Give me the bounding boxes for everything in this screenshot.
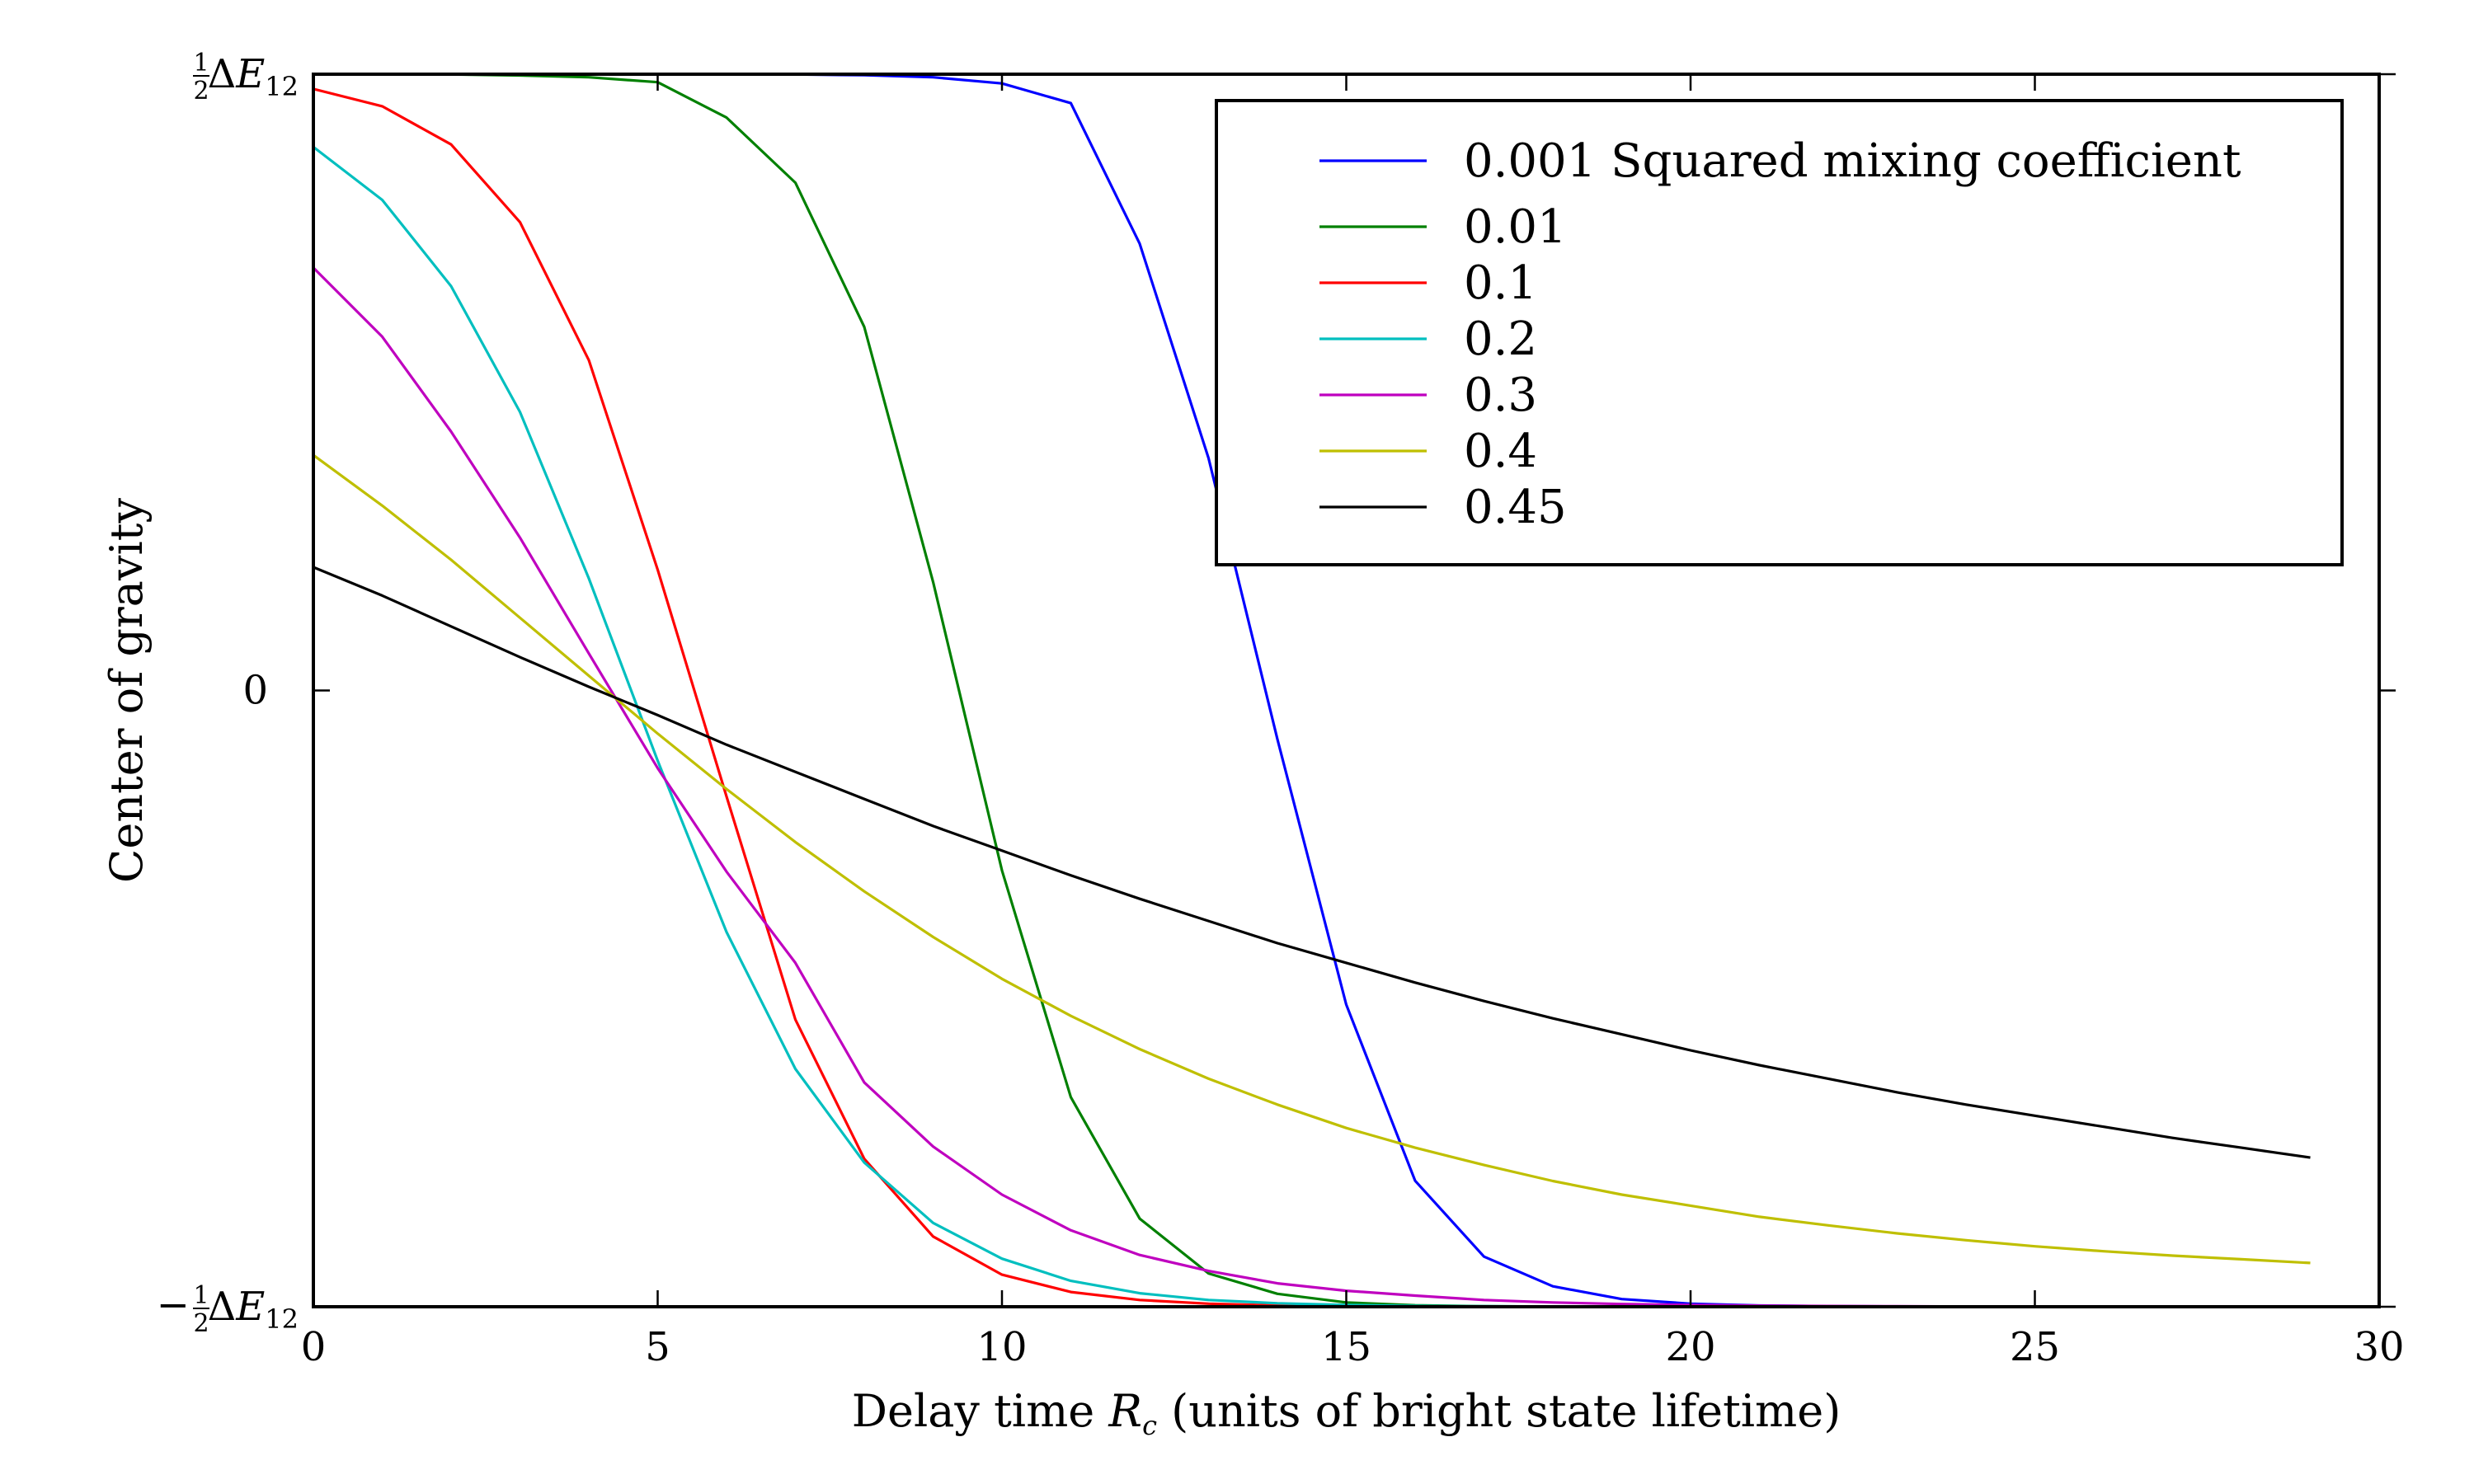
legend-label: 0.01 (1464, 200, 1567, 254)
legend-label: 0.2 (1464, 312, 1537, 366)
x-tick-label: 20 (1665, 1324, 1715, 1370)
y-tick-frac-den: 2 (193, 77, 209, 106)
x-axis-label: Delay time Rc (units of bright state lif… (852, 1385, 1841, 1441)
legend: 0.001 Squared mixing coefficient0.010.10… (1215, 99, 2344, 566)
legend-label: 0.001 Squared mixing coefficient (1464, 134, 2241, 188)
legend-items: 0.001 Squared mixing coefficient0.010.10… (1319, 134, 2241, 534)
x-tick-label: 5 (645, 1324, 670, 1370)
y-axis-label: Center of gravity (101, 498, 153, 883)
legend-item: 0.2 (1319, 312, 1537, 366)
legend-label: 0.3 (1464, 369, 1537, 422)
y-tick-label-zero: 0 (242, 668, 268, 714)
y-tick-symbol: ΔE12 (208, 51, 299, 102)
legend-item: 0.01 (1319, 200, 1567, 254)
y-tick-frac-den: 2 (193, 1309, 209, 1338)
legend-item: 0.4 (1319, 425, 1537, 478)
y-tick-frac-num: 1 (193, 1281, 209, 1310)
x-tick-label: 0 (301, 1324, 327, 1370)
legend-label: 0.4 (1464, 425, 1537, 478)
legend-item: 0.3 (1319, 369, 1537, 422)
x-tick-label: 15 (1321, 1324, 1371, 1370)
legend-label: 0.1 (1464, 256, 1537, 310)
y-tick-symbol: ΔE12 (208, 1284, 299, 1335)
x-tick-label: 30 (2354, 1324, 2404, 1370)
legend-item: 0.45 (1319, 481, 1567, 534)
legend-item: 0.1 (1319, 256, 1537, 310)
x-tick-label: 10 (976, 1324, 1027, 1370)
y-tick-label: 0 (242, 668, 268, 714)
legend-item: 0.001 Squared mixing coefficient (1319, 134, 2241, 188)
y-tick-sign: − (157, 1282, 190, 1328)
series-line-7 (313, 566, 2311, 1159)
legend-label: 0.45 (1464, 481, 1567, 534)
series-line-6 (313, 453, 2311, 1265)
legend-box (1215, 99, 2344, 566)
x-tick-label: 25 (2010, 1324, 2060, 1370)
y-tick-frac-num: 1 (193, 49, 209, 77)
